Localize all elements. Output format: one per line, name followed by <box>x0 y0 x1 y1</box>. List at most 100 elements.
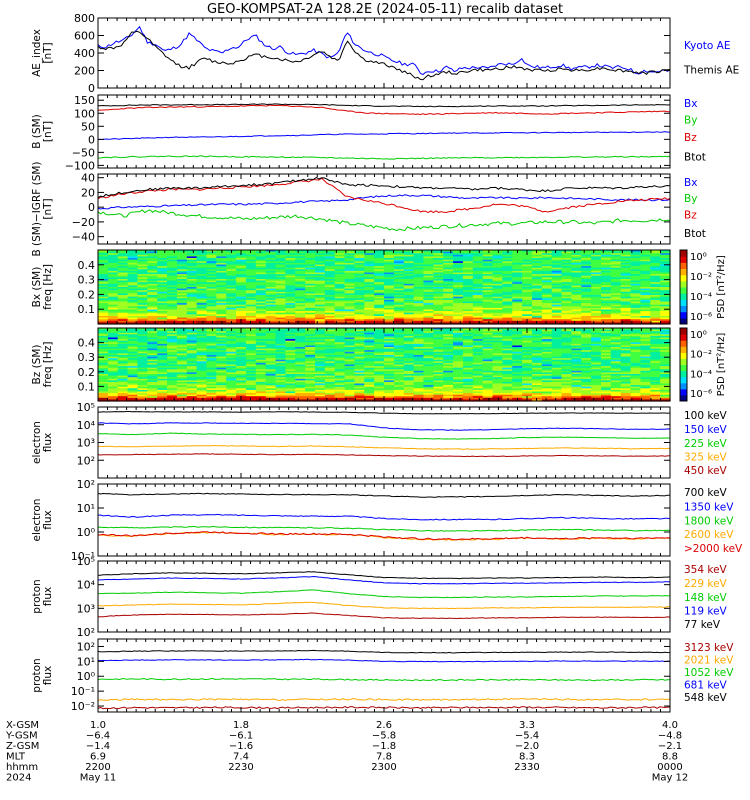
spectrogram-cell <box>236 282 247 285</box>
spectrogram-cell <box>324 306 336 309</box>
spectrogram-cell <box>255 317 267 320</box>
spectrogram-cell <box>305 291 316 294</box>
spectrogram-cell <box>334 291 346 294</box>
spectrogram-cell <box>117 328 129 331</box>
spectrogram-cell <box>354 261 365 264</box>
spectrogram-cell <box>443 351 454 354</box>
spectrogram-cell <box>660 350 671 353</box>
spectrogram-cell <box>117 356 129 359</box>
spectrogram-cell <box>492 290 503 293</box>
spectrogram-cell <box>226 287 237 290</box>
spectrogram-cell <box>364 329 375 332</box>
spectrogram-cell <box>561 337 572 340</box>
spectrogram-cell <box>374 328 385 331</box>
spectrogram-cell <box>571 279 582 282</box>
spectrogram-cell <box>265 264 277 267</box>
spectrogram-cell <box>620 296 632 299</box>
spectrogram-cell <box>147 280 158 283</box>
spectrogram-cell <box>591 288 602 291</box>
spectrogram-cell <box>443 319 454 322</box>
spectrogram-cell <box>462 332 474 335</box>
spectrogram-cell <box>265 266 277 269</box>
spectrogram-cell <box>167 343 178 347</box>
spectrogram-cell <box>315 348 326 351</box>
spectrogram-cell <box>305 261 316 264</box>
spectrogram-cell <box>601 262 612 266</box>
spectrogram-cell <box>393 258 405 261</box>
spectrogram-cell <box>374 287 385 290</box>
spectrogram-cell <box>344 269 356 272</box>
spectrogram-cell <box>305 283 316 286</box>
spectrogram-cell <box>275 374 286 377</box>
spectrogram-cell <box>650 266 661 269</box>
spectrogram-cell <box>393 298 405 301</box>
spectrogram-cell <box>462 258 474 261</box>
spectrogram-cell <box>285 364 296 367</box>
spectrogram-cell <box>206 339 217 342</box>
spectrogram-cell <box>581 359 592 362</box>
spectrogram-cell <box>384 282 395 285</box>
spectrogram-cell <box>176 314 188 317</box>
spectrogram-cell <box>640 303 651 306</box>
spectrogram-cell <box>640 353 651 356</box>
spectrogram-cell <box>531 316 543 319</box>
spectrogram-cell <box>98 317 109 320</box>
spectrogram-cell <box>147 295 158 298</box>
y-tick-label: 800 <box>74 12 95 25</box>
spectrogram-cell <box>236 256 247 259</box>
spectrogram-cell <box>315 266 326 269</box>
spectrogram-cell <box>127 364 139 367</box>
spectrogram-cell <box>660 304 671 307</box>
spectrogram-cell <box>620 304 632 307</box>
spectrogram-cell <box>216 309 227 312</box>
spectrogram-cell <box>581 267 592 270</box>
spectrogram-cell <box>492 251 503 254</box>
spectrogram-cell <box>561 279 572 282</box>
spectrogram-cell <box>186 337 198 340</box>
spectrogram-cell <box>285 314 296 317</box>
spectrogram-cell <box>571 361 582 364</box>
spectrogram-cell <box>107 280 119 283</box>
spectrogram-cell <box>275 282 286 285</box>
spectrogram-cell <box>512 342 523 345</box>
spectrogram-cell <box>610 269 622 272</box>
spectrogram-cell <box>344 280 356 283</box>
spectrogram-cell <box>561 317 572 320</box>
spectrogram-cell <box>551 291 563 294</box>
spectrogram-cell <box>206 296 217 299</box>
spectrogram-cell <box>482 364 494 367</box>
spectrogram-cell <box>610 290 622 293</box>
y-tick-label: 0.2 <box>78 288 96 301</box>
spectrogram-cell <box>315 267 326 270</box>
spectrogram-cell <box>344 355 356 358</box>
spectrogram-cell <box>561 367 572 370</box>
spectrogram-cell <box>571 283 582 286</box>
spectrogram-cell <box>640 345 651 348</box>
spectrogram-cell <box>255 314 267 317</box>
spectrogram-cell <box>561 348 572 351</box>
spectrogram-cell <box>531 362 543 366</box>
spectrogram-cell <box>147 314 158 317</box>
spectrogram-cell <box>403 293 415 296</box>
spectrogram-cell <box>591 280 602 283</box>
spectrogram-cell <box>157 339 168 342</box>
spectrogram-cell <box>492 304 503 307</box>
spectrogram-cell <box>374 254 385 257</box>
spectrogram-cell <box>226 301 237 304</box>
spectrogram-cell <box>443 328 454 331</box>
spectrogram-cell <box>285 307 296 311</box>
spectrogram-cell <box>640 314 651 317</box>
spectrogram-cell <box>295 345 306 348</box>
spectrogram-cell <box>354 274 365 277</box>
spectrogram-cell <box>482 332 494 335</box>
spectrogram-cell <box>265 272 277 275</box>
spectrogram-cell <box>196 361 208 364</box>
spectrogram-cell <box>147 285 158 288</box>
spectrogram-cell <box>295 253 306 256</box>
spectrogram-cell <box>413 253 425 256</box>
spectrogram-cell <box>393 285 405 288</box>
spectrogram-cell <box>374 361 385 364</box>
spectrogram-cell <box>305 335 316 339</box>
spectrogram-cell <box>660 262 671 266</box>
spectrogram-cell <box>393 309 405 312</box>
